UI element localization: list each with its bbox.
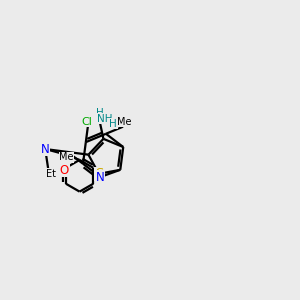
Text: NH: NH [97, 114, 112, 124]
Text: S: S [95, 167, 103, 180]
Text: N: N [96, 170, 105, 184]
Text: O: O [60, 164, 69, 177]
Text: Me: Me [117, 117, 131, 127]
Text: Me: Me [59, 152, 74, 163]
Text: H: H [96, 108, 104, 118]
Text: Cl: Cl [81, 117, 92, 127]
Text: Et: Et [46, 169, 56, 178]
Text: N: N [41, 142, 50, 155]
Text: H: H [109, 118, 117, 129]
